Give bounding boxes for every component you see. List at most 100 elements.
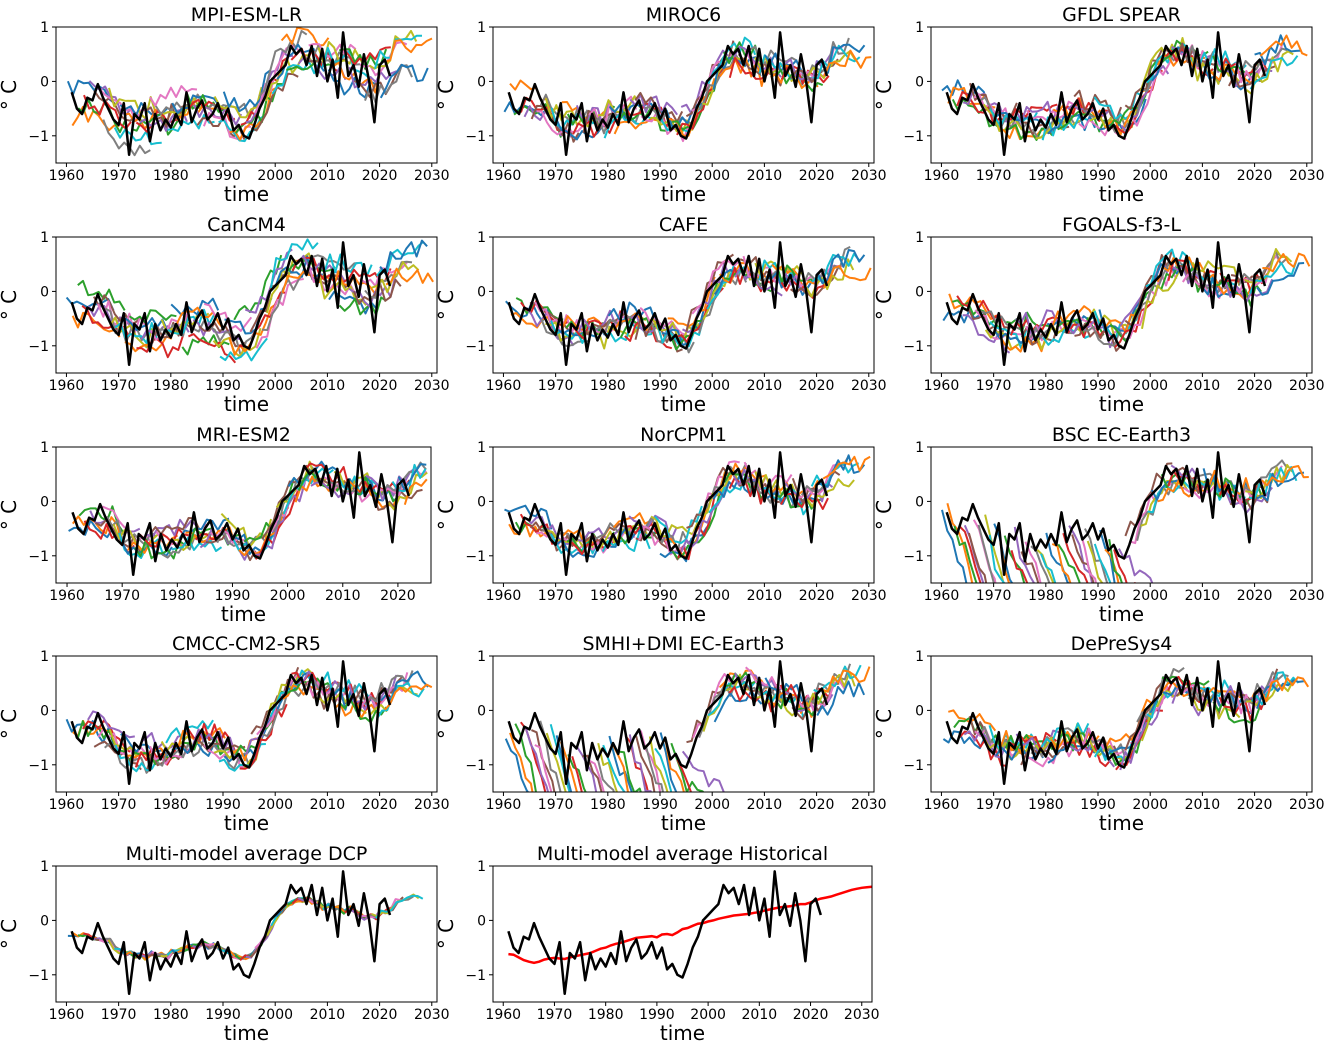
x-tick-label: 2000: [1132, 378, 1168, 394]
x-tick-label: 1960: [924, 797, 960, 813]
hindcast-line: [681, 750, 725, 792]
y-tick-label: 0: [477, 284, 486, 300]
x-tick-label: 2020: [799, 797, 835, 813]
y-tick-label: 1: [915, 20, 924, 36]
hindcast-line: [1010, 550, 1029, 583]
hindcast-line: [1071, 534, 1095, 583]
hindcast-line: [134, 538, 186, 560]
hindcast-line: [1014, 309, 1063, 335]
y-tick-label: 1: [40, 230, 49, 246]
x-tick-label: 2020: [362, 378, 398, 394]
x-tick-label: 2020: [1237, 378, 1273, 394]
hindcast-line: [334, 696, 383, 720]
hindcast-line: [661, 306, 710, 347]
y-tick-label: −1: [903, 549, 924, 565]
hindcast-line: [66, 79, 116, 105]
hindcast-line: [379, 63, 429, 99]
hindcast-line: [120, 317, 169, 333]
x-tick-label: 2010: [310, 168, 346, 184]
subplot-title: BSC EC-Earth3: [1052, 424, 1191, 446]
hindcast-line: [170, 297, 220, 317]
hindcast-line: [549, 723, 571, 792]
hindcast-line: [995, 746, 1044, 761]
axes-frame: [492, 865, 873, 1003]
observation-line: [507, 451, 829, 577]
hindcast-line: [1062, 532, 1089, 583]
y-tick-label: −1: [465, 758, 486, 774]
x-tick-label: 1960: [486, 588, 522, 604]
hindcast-line: [572, 117, 621, 138]
x-tick-label: 2020: [1237, 588, 1273, 604]
hindcast-line: [1045, 532, 1070, 583]
y-axis-label: ° C: [0, 80, 21, 110]
x-tick-label: 2000: [694, 797, 730, 813]
hindcast-line: [1136, 667, 1185, 723]
x-tick-label: 1980: [1028, 588, 1064, 604]
x-tick-label: 1970: [538, 588, 574, 604]
x-tick-label: 2000: [257, 378, 293, 394]
hindcast-line: [1068, 525, 1094, 583]
x-axis-label: time: [221, 602, 266, 626]
hindcast-line: [988, 534, 1006, 583]
axes-frame: [55, 655, 438, 793]
plot-area: [504, 451, 871, 577]
subplot-13: Multi-model average DCP 1960 1970 1980 1990 2…: [0, 843, 450, 1045]
observation-line: [507, 31, 829, 157]
y-tick-label: 1: [915, 230, 924, 246]
y-tick-label: −1: [28, 549, 49, 565]
hindcast-line: [1260, 676, 1310, 703]
axes-frame: [930, 446, 1313, 584]
y-axis-label: ° C: [0, 709, 21, 739]
x-tick-label: 2000: [270, 588, 306, 604]
hindcast-line: [187, 98, 236, 122]
x-tick-label: 1990: [1080, 797, 1116, 813]
x-axis-label: time: [1099, 182, 1144, 206]
hindcast-line: [245, 50, 294, 124]
x-tick-label: 2000: [1132, 797, 1168, 813]
hindcast-line: [1249, 55, 1299, 90]
axes-frame: [55, 236, 438, 374]
x-tick-label: 1990: [1080, 168, 1116, 184]
x-tick-label: 2000: [694, 168, 730, 184]
hindcast-line: [93, 294, 142, 325]
hindcast-line: [146, 518, 198, 538]
x-axis-label: time: [660, 1021, 705, 1045]
x-tick-label: 2010: [310, 797, 346, 813]
hindcast-line: [375, 894, 424, 919]
x-tick-label: 2010: [747, 378, 783, 394]
x-axis-label: time: [661, 182, 706, 206]
y-tick-label: −1: [28, 758, 49, 774]
y-tick-label: 0: [40, 913, 49, 929]
x-tick-label: 1970: [538, 378, 574, 394]
hindcast-line: [682, 262, 731, 333]
y-axis-label: ° C: [434, 709, 458, 739]
hindcast-line: [822, 265, 872, 289]
hindcast-line: [1003, 535, 1026, 583]
subplot-2: MIROC6 1960 1970 1980 1990 2000 2010 2020 2030 −1…: [434, 4, 887, 206]
hindcast-line: [65, 296, 115, 311]
hindcast-line: [650, 515, 699, 538]
hindcast-line: [817, 454, 866, 488]
x-tick-label: 1960: [924, 378, 960, 394]
hindcast-line: [1118, 548, 1154, 583]
hindcast-line: [385, 267, 434, 286]
x-tick-label: 1970: [976, 168, 1012, 184]
axes-frame: [930, 26, 1313, 164]
hindcast-line: [1024, 541, 1042, 583]
hindcast-line: [397, 463, 427, 491]
hindcast-line: [1098, 295, 1147, 332]
hindcast-line: [280, 27, 330, 47]
y-tick-label: 1: [477, 440, 486, 456]
y-tick-label: 0: [477, 494, 486, 510]
hindcast-line: [308, 43, 357, 58]
hindcast-line: [304, 462, 356, 489]
hindcast-line: [1249, 258, 1298, 294]
hindcast-line: [816, 680, 866, 716]
y-tick-label: 1: [477, 230, 486, 246]
hindcast-line: [102, 119, 151, 157]
plot-area: [941, 31, 1308, 157]
plot-area: [507, 870, 872, 996]
hindcast-line: [618, 750, 642, 792]
hindcast-line: [602, 744, 626, 792]
observation-line: [945, 31, 1267, 157]
